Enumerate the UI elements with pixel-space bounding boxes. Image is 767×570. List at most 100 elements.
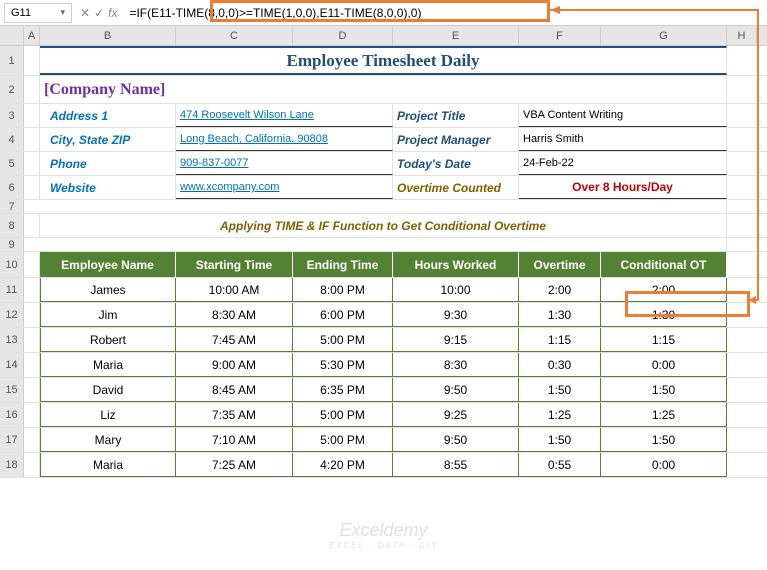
td-name[interactable]: Maria [40, 453, 176, 477]
td-end[interactable]: 8:00 PM [293, 278, 393, 302]
row-header[interactable]: 11 [0, 278, 24, 302]
row-header[interactable]: 8 [0, 214, 24, 237]
row-header[interactable]: 9 [0, 238, 24, 251]
phone-value[interactable]: 909-837-0077 [176, 152, 393, 175]
subtitle[interactable]: Applying TIME & IF Function to Get Condi… [40, 214, 727, 237]
row-header[interactable]: 6 [0, 176, 24, 199]
col-header-G[interactable]: G [601, 26, 727, 45]
td-end[interactable]: 5:00 PM [293, 328, 393, 352]
td-end[interactable]: 6:35 PM [293, 378, 393, 402]
col-header-E[interactable]: E [393, 26, 519, 45]
td-ot[interactable]: 1:50 [519, 378, 601, 402]
td-end[interactable]: 4:20 PM [293, 453, 393, 477]
col-header-F[interactable]: F [519, 26, 601, 45]
td-cot[interactable]: 1:25 [601, 403, 727, 427]
td-ot[interactable]: 1:15 [519, 328, 601, 352]
row-header[interactable]: 13 [0, 328, 24, 352]
city-value[interactable]: Long Beach, California, 90808 [176, 128, 393, 151]
th-ot[interactable]: Overtime [519, 252, 601, 277]
td-ot[interactable]: 1:25 [519, 403, 601, 427]
name-box[interactable]: G11 ▾ [4, 3, 72, 23]
overtime-value[interactable]: Over 8 Hours/Day [519, 176, 727, 199]
th-hours[interactable]: Hours Worked [393, 252, 519, 277]
td-ot[interactable]: 1:50 [519, 428, 601, 452]
row-header[interactable]: 7 [0, 200, 24, 213]
td-hours[interactable]: 10:00 [393, 278, 519, 302]
chevron-down-icon[interactable]: ▾ [60, 7, 65, 18]
td-start[interactable]: 9:00 AM [176, 353, 293, 377]
td-start[interactable]: 8:45 AM [176, 378, 293, 402]
td-cot[interactable]: 1:50 [601, 378, 727, 402]
city-label[interactable]: City, State ZIP [40, 128, 176, 151]
th-start[interactable]: Starting Time [176, 252, 293, 277]
col-header-C[interactable]: C [176, 26, 293, 45]
td-hours[interactable]: 9:25 [393, 403, 519, 427]
project-title-label[interactable]: Project Title [393, 104, 519, 127]
col-header-A[interactable]: A [24, 26, 40, 45]
td-ot[interactable]: 0:30 [519, 353, 601, 377]
row-header[interactable]: 12 [0, 303, 24, 327]
td-end[interactable]: 5:00 PM [293, 428, 393, 452]
title-cell[interactable]: Employee Timesheet Daily [40, 46, 727, 75]
td-cot[interactable]: 0:00 [601, 353, 727, 377]
accept-icon[interactable]: ✓ [94, 6, 104, 20]
td-end[interactable]: 6:00 PM [293, 303, 393, 327]
td-hours[interactable]: 9:50 [393, 428, 519, 452]
overtime-label[interactable]: Overtime Counted [393, 176, 519, 199]
td-name[interactable]: Maria [40, 353, 176, 377]
td-start[interactable]: 7:45 AM [176, 328, 293, 352]
company-name[interactable]: [Company Name] [40, 76, 727, 103]
phone-label[interactable]: Phone [40, 152, 176, 175]
td-name[interactable]: Jim [40, 303, 176, 327]
cancel-icon[interactable]: ✕ [80, 6, 90, 20]
td-hours[interactable]: 9:50 [393, 378, 519, 402]
pm-value[interactable]: Harris Smith [519, 128, 727, 151]
td-end[interactable]: 5:00 PM [293, 403, 393, 427]
col-header-D[interactable]: D [293, 26, 393, 45]
date-value[interactable]: 24-Feb-22 [519, 152, 727, 175]
col-header-B[interactable]: B [40, 26, 176, 45]
td-start[interactable]: 8:30 AM [176, 303, 293, 327]
fx-icon[interactable]: fx [108, 6, 117, 20]
row-header[interactable]: 2 [0, 76, 24, 103]
address-value[interactable]: 474 Roosevelt Wilson Lane [176, 104, 393, 127]
td-start[interactable]: 7:10 AM [176, 428, 293, 452]
th-cot[interactable]: Conditional OT [601, 252, 727, 277]
td-name[interactable]: David [40, 378, 176, 402]
row-header[interactable]: 15 [0, 378, 24, 402]
website-label[interactable]: Website [40, 176, 176, 199]
row-header[interactable]: 1 [0, 46, 24, 75]
row-header[interactable]: 14 [0, 353, 24, 377]
formula-input[interactable]: =IF(E11-TIME(8,0,0)>=TIME(1,0,0),E11-TIM… [125, 6, 763, 20]
row-header[interactable]: 18 [0, 453, 24, 477]
td-hours[interactable]: 9:30 [393, 303, 519, 327]
td-start[interactable]: 7:35 AM [176, 403, 293, 427]
td-ot[interactable]: 0:55 [519, 453, 601, 477]
td-cot[interactable]: 1:30 [601, 303, 727, 327]
row-header[interactable]: 3 [0, 104, 24, 127]
row-header[interactable]: 5 [0, 152, 24, 175]
th-end[interactable]: Ending Time [293, 252, 393, 277]
td-name[interactable]: Mary [40, 428, 176, 452]
row-header[interactable]: 4 [0, 128, 24, 151]
td-cot[interactable]: 1:15 [601, 328, 727, 352]
row-header[interactable]: 10 [0, 252, 24, 277]
row-header[interactable]: 17 [0, 428, 24, 452]
td-name[interactable]: Robert [40, 328, 176, 352]
td-name[interactable]: James [40, 278, 176, 302]
td-hours[interactable]: 8:55 [393, 453, 519, 477]
col-header-H[interactable]: H [727, 26, 757, 45]
website-value[interactable]: www.xcompany.com [176, 176, 393, 199]
row-header[interactable]: 16 [0, 403, 24, 427]
td-start[interactable]: 7:25 AM [176, 453, 293, 477]
address-label[interactable]: Address 1 [40, 104, 176, 127]
th-name[interactable]: Employee Name [40, 252, 176, 277]
td-cot[interactable]: 0:00 [601, 453, 727, 477]
td-cot[interactable]: 1:50 [601, 428, 727, 452]
td-ot[interactable]: 1:30 [519, 303, 601, 327]
pm-label[interactable]: Project Manager [393, 128, 519, 151]
project-title-value[interactable]: VBA Content Writing [519, 104, 727, 127]
td-cot[interactable]: 2:00 [601, 278, 727, 302]
td-hours[interactable]: 8:30 [393, 353, 519, 377]
td-start[interactable]: 10:00 AM [176, 278, 293, 302]
